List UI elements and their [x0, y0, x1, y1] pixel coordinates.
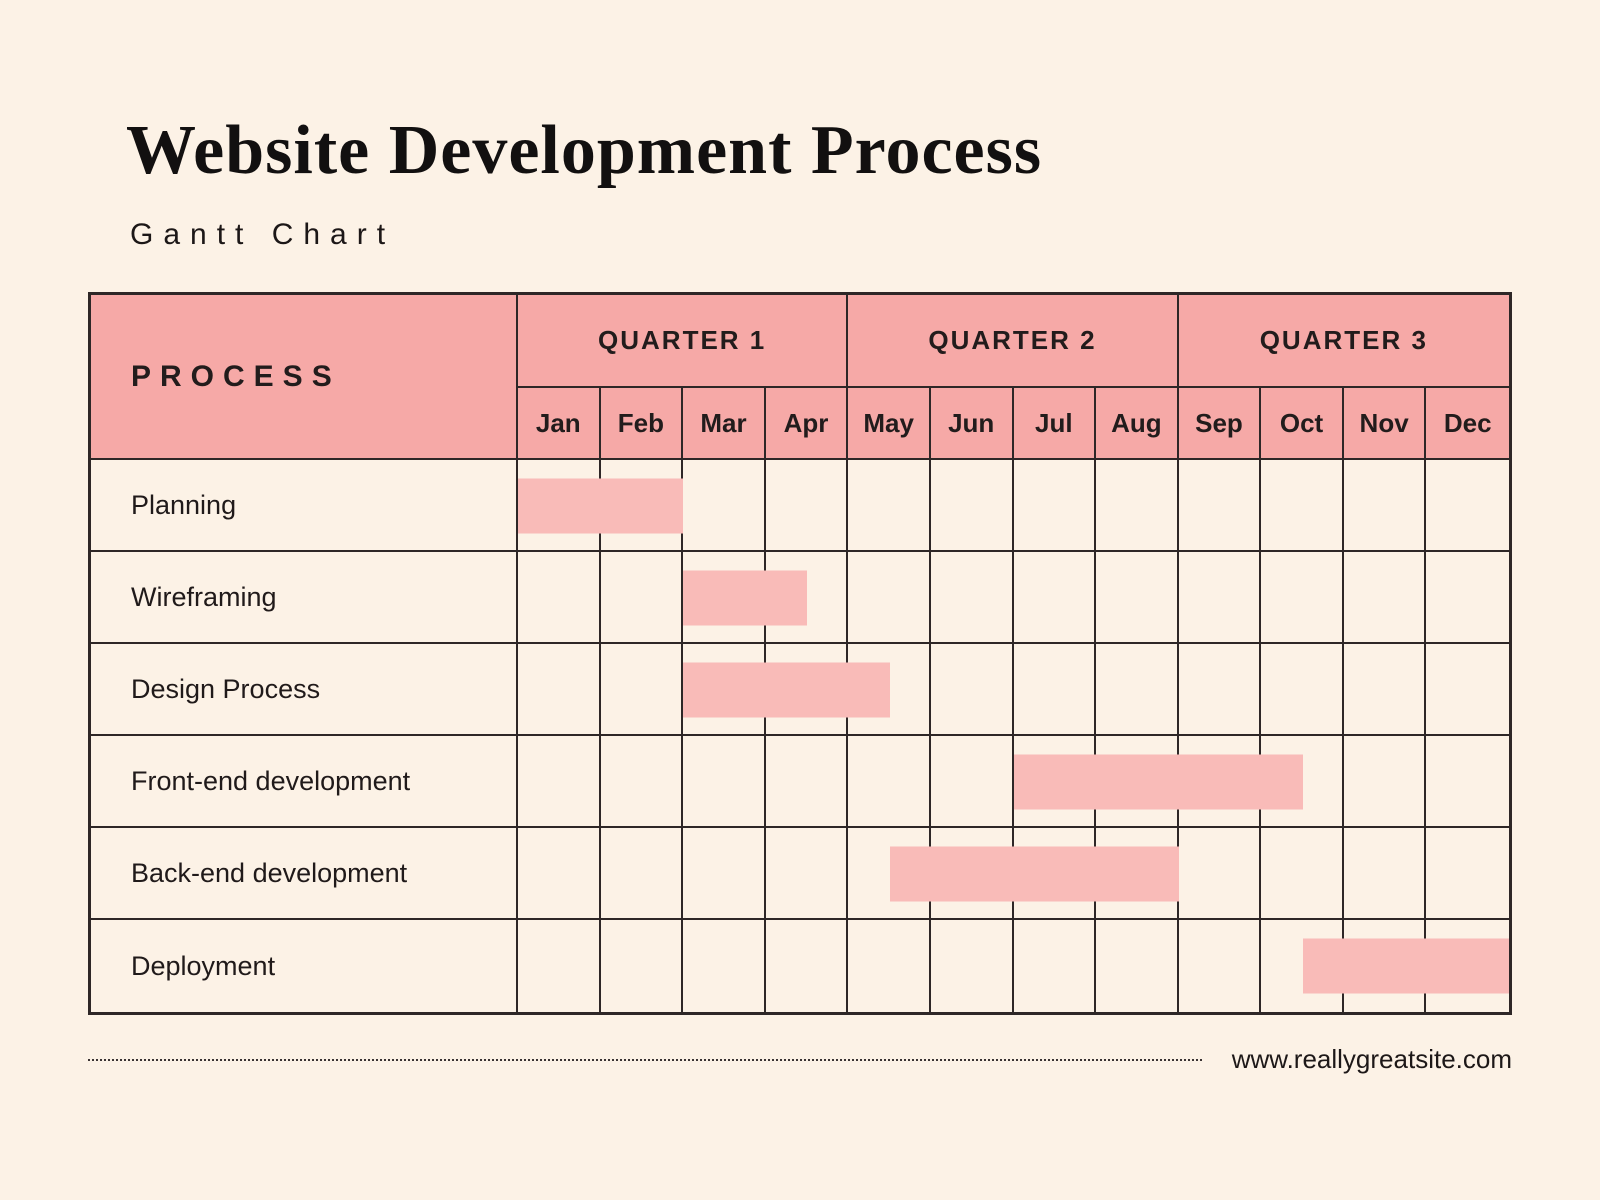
grid-cell-wireframing-apr: [765, 552, 849, 644]
grid-cell-planning-nov: [1343, 460, 1427, 552]
grid-cell-back-end-development-apr: [765, 828, 849, 920]
month-header-aug: Aug: [1096, 388, 1179, 460]
task-row-back-end-development: [518, 828, 1509, 920]
grid-cell-deployment-jul: [1014, 920, 1097, 1012]
month-header-may: May: [848, 388, 931, 460]
grid-cell-back-end-development-oct: [1261, 828, 1344, 920]
page-title: Website Development Process: [126, 112, 1043, 189]
task-row-planning: [518, 460, 1509, 552]
task-label-planning: Planning: [91, 460, 518, 552]
grid-cell-wireframing-may: [848, 552, 931, 644]
grid-cell-deployment-mar: [683, 920, 766, 1012]
grid-cell-design-process-jun: [930, 644, 1014, 736]
month-header-apr: Apr: [765, 388, 849, 460]
grid-cell-planning-dec: [1426, 460, 1509, 552]
gantt-bar-deployment: [1302, 938, 1509, 994]
grid-cell-front-end-development-jun: [930, 736, 1014, 828]
gantt-bar-front-end-development: [1013, 754, 1303, 810]
grid-cell-design-process-oct: [1261, 644, 1344, 736]
grid-cell-deployment-may: [848, 920, 931, 1012]
grid-cell-wireframing-jul: [1013, 552, 1097, 644]
month-header-jun: Jun: [930, 388, 1014, 460]
grid-cell-planning-aug: [1096, 460, 1179, 552]
footer: www.reallygreatsite.com: [88, 1044, 1512, 1075]
grid-cell-deployment-apr: [766, 920, 849, 1012]
quarter-header-quarter-3: QUARTER 3: [1178, 295, 1509, 388]
grid-cell-deployment-jun: [931, 920, 1014, 1012]
grid-cell-wireframing-dec: [1426, 552, 1509, 644]
month-header-nov: Nov: [1343, 388, 1427, 460]
quarter-header-quarter-2: QUARTER 2: [848, 295, 1179, 388]
month-header-jan: Jan: [518, 388, 601, 460]
grid-cell-planning-sep: [1178, 460, 1262, 552]
grid-cell-wireframing-jun: [930, 552, 1014, 644]
grid-cell-back-end-development-sep: [1178, 828, 1262, 920]
task-row-design-process: [518, 644, 1509, 736]
month-header-mar: Mar: [683, 388, 766, 460]
month-header-feb: Feb: [600, 388, 684, 460]
grid-cell-front-end-development-mar: [683, 736, 766, 828]
grid-cell-design-process-feb: [600, 644, 684, 736]
month-header-oct: Oct: [1261, 388, 1344, 460]
grid-cell-back-end-development-dec: [1426, 828, 1509, 920]
task-label-back-end-development: Back-end development: [91, 828, 518, 920]
quarter-header-quarter-1: QUARTER 1: [518, 295, 849, 388]
grid-cell-back-end-development-feb: [600, 828, 684, 920]
grid-cell-planning-mar: [683, 460, 766, 552]
gantt-bar-back-end-development: [889, 846, 1179, 902]
grid-cell-planning-apr: [765, 460, 849, 552]
grid-cell-back-end-development-mar: [683, 828, 766, 920]
grid-cell-design-process-dec: [1426, 644, 1509, 736]
task-row-deployment: [518, 920, 1509, 1012]
grid-cell-deployment-aug: [1096, 920, 1179, 1012]
grid-cell-wireframing-feb: [600, 552, 684, 644]
grid-cell-planning-jun: [930, 460, 1014, 552]
grid-cell-front-end-development-jan: [518, 736, 601, 828]
month-header-sep: Sep: [1178, 388, 1262, 460]
grid-cell-wireframing-aug: [1096, 552, 1179, 644]
gantt-bar-wireframing: [683, 570, 808, 626]
task-label-design-process: Design Process: [91, 644, 518, 736]
grid-cell-design-process-aug: [1096, 644, 1179, 736]
task-label-front-end-development: Front-end development: [91, 736, 518, 828]
footer-url: www.reallygreatsite.com: [1231, 1044, 1512, 1074]
grid-cell-wireframing-jan: [518, 552, 601, 644]
grid-cell-front-end-development-dec: [1426, 736, 1509, 828]
grid-cell-design-process-jul: [1013, 644, 1097, 736]
grid-cell-deployment-feb: [601, 920, 684, 1012]
gantt-bar-design-process: [683, 662, 890, 718]
grid-cell-front-end-development-feb: [600, 736, 684, 828]
grid-cell-back-end-development-jan: [518, 828, 601, 920]
month-header-dec: Dec: [1426, 388, 1509, 460]
grid-cell-front-end-development-may: [848, 736, 931, 828]
grid-cell-deployment-sep: [1179, 920, 1262, 1012]
process-column-header: PROCESS: [91, 295, 518, 460]
gantt-table: PROCESS QUARTER 1 QUARTER 2 QUARTER 3 Jan Fe…: [88, 292, 1512, 1015]
grid-cell-back-end-development-nov: [1343, 828, 1427, 920]
grid-cell-design-process-sep: [1178, 644, 1262, 736]
grid-cell-design-process-jan: [518, 644, 601, 736]
task-label-wireframing: Wireframing: [91, 552, 518, 644]
task-label-deployment: Deployment: [91, 920, 518, 1012]
grid-cell-design-process-may: [848, 644, 931, 736]
month-header-jul: Jul: [1013, 388, 1097, 460]
grid-cell-deployment-jan: [518, 920, 601, 1012]
grid-cell-front-end-development-oct: [1261, 736, 1344, 828]
grid-cell-planning-oct: [1261, 460, 1344, 552]
gantt-bar-planning: [518, 478, 684, 534]
grid-cell-front-end-development-nov: [1343, 736, 1427, 828]
grid-cell-design-process-nov: [1343, 644, 1427, 736]
page-subtitle: Gantt Chart: [130, 218, 396, 251]
grid-cell-wireframing-oct: [1261, 552, 1344, 644]
grid-cell-wireframing-nov: [1343, 552, 1427, 644]
grid-cell-planning-may: [848, 460, 931, 552]
grid-cell-wireframing-sep: [1178, 552, 1262, 644]
task-row-wireframing: [518, 552, 1509, 644]
grid-cell-planning-jul: [1013, 460, 1097, 552]
grid-cell-front-end-development-apr: [765, 736, 849, 828]
task-row-front-end-development: [518, 736, 1509, 828]
footer-divider-line: [88, 1058, 1202, 1061]
